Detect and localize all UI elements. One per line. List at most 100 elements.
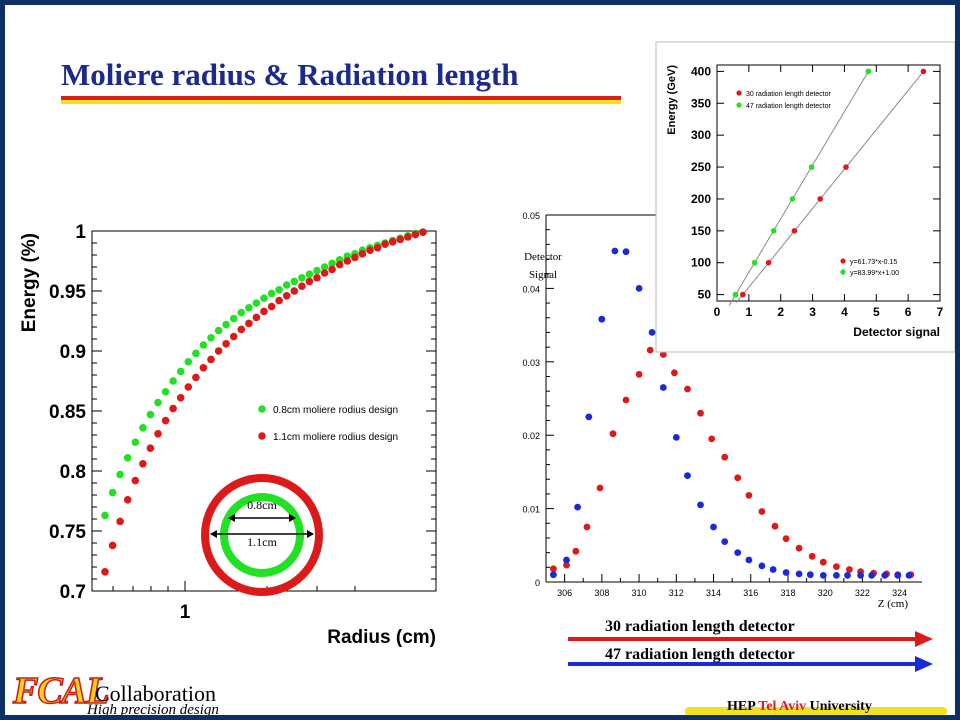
data-point-red <box>721 453 729 461</box>
data-point-blue <box>648 329 656 336</box>
data-point-red <box>214 347 223 355</box>
data-point-red <box>388 238 397 246</box>
data-point-green <box>146 410 155 419</box>
outer-label: 1.1cm <box>247 535 277 549</box>
data-point-red <box>358 250 367 258</box>
data-point-green <box>184 358 193 366</box>
data-point-blue <box>659 384 667 391</box>
data-point-green <box>267 289 276 298</box>
y-tick-label: 200 <box>691 192 711 206</box>
data-point-red <box>404 233 412 241</box>
x-tick-label: 312 <box>669 588 684 598</box>
data-point-red <box>819 558 827 566</box>
data-point-red <box>646 346 654 354</box>
data-point-green <box>245 304 253 312</box>
x-tick-label: 306 <box>557 588 572 598</box>
data-point-red <box>252 313 261 322</box>
data-point-red <box>740 291 746 298</box>
fit-legend-label-green: y=83.99*x+1.00 <box>850 270 899 277</box>
legend-arrow-30 <box>915 631 933 647</box>
data-point-red <box>659 351 667 358</box>
data-point-red <box>207 355 215 364</box>
data-point-red <box>154 430 162 438</box>
y-tick-label: 0 <box>535 578 540 588</box>
y-tick-label: 100 <box>691 256 711 270</box>
data-point-blue <box>550 571 557 579</box>
outer-circle-1.1cm <box>201 474 323 596</box>
data-point-green <box>298 274 306 282</box>
data-point-blue <box>563 556 570 564</box>
data-point-green <box>101 511 109 520</box>
univ-hep: HEP <box>727 699 756 714</box>
slide-canvas: Moliere radius & Radiation length 0.7 0.7… <box>5 5 955 715</box>
data-point-red <box>765 259 772 266</box>
data-point-green <box>192 349 200 358</box>
data-point-blue <box>905 572 913 579</box>
data-point-red <box>572 547 580 555</box>
data-point-red <box>771 522 779 530</box>
data-point-blue <box>585 413 593 421</box>
x-tick-label: 3 <box>809 305 816 319</box>
outer-arrow-right <box>307 530 314 538</box>
data-point-blue <box>868 572 876 579</box>
data-point-green <box>176 367 185 376</box>
inner-label: 0.8cm <box>247 498 277 512</box>
data-point-red <box>396 235 405 244</box>
collaboration-text: Collaboration <box>95 681 216 706</box>
data-point-green <box>169 377 177 385</box>
data-point-red <box>192 373 200 382</box>
data-point-red <box>161 416 170 425</box>
data-point-blue <box>806 571 814 579</box>
inner-arrow-right <box>289 514 296 522</box>
inner-circle-0.8cm <box>220 493 304 577</box>
data-point-green <box>313 266 321 275</box>
fit-legend-label-red: y=61.73*x-0.15 <box>850 259 897 266</box>
data-point-blue <box>684 472 691 479</box>
x-tick-label: 322 <box>855 588 870 598</box>
data-point-red <box>199 364 208 372</box>
data-point-green <box>789 196 796 202</box>
data-point-red <box>622 396 630 404</box>
data-point-red <box>343 257 352 265</box>
univ-rest: University <box>809 699 872 714</box>
data-point-green <box>305 270 314 279</box>
y-tick-label: 0.05 <box>522 211 540 221</box>
data-point-red <box>791 228 798 234</box>
data-point-red <box>139 460 147 468</box>
data-point-red <box>305 277 314 286</box>
x-tick-label: 324 <box>892 588 907 598</box>
x-axis-label: Z (cm) <box>878 598 909 610</box>
y-tick-label: 0.7 <box>60 582 86 603</box>
data-point-red <box>671 369 678 377</box>
data-point-green <box>123 454 132 462</box>
calibration-chart: 0 1 2 3 4 5 6 7 50 100 150 200 250 300 350 400 Detector … <box>655 41 955 353</box>
data-point-red <box>335 260 344 269</box>
y-tick-label: 0.8 <box>60 462 86 483</box>
data-point-red <box>758 508 766 515</box>
y-axis-label-line2: Signal <box>529 269 557 281</box>
data-point-red <box>267 302 276 311</box>
data-point-red <box>833 563 840 570</box>
data-point-red <box>146 444 155 453</box>
data-point-green <box>770 228 777 234</box>
data-point-green <box>320 263 329 271</box>
data-point-red <box>808 552 816 560</box>
y-axis-label: Energy (GeV) <box>666 65 678 135</box>
data-point-blue <box>635 285 643 292</box>
data-point-green <box>116 470 124 479</box>
data-point-blue <box>734 549 742 556</box>
x-tick-label: 6 <box>905 305 912 319</box>
y-axis-label-line1: Detector <box>524 251 562 263</box>
university-label: HEP Tel Aviv University <box>727 699 872 715</box>
data-point-red <box>260 307 268 316</box>
x-axis-label: Radius (cm) <box>327 627 436 648</box>
data-point-red <box>563 561 570 569</box>
data-point-red <box>411 230 420 239</box>
data-point-red <box>282 292 291 300</box>
y-tick-label: 0.03 <box>522 358 540 368</box>
data-point-blue <box>894 572 902 579</box>
x-tick-label: 318 <box>780 588 795 598</box>
legend-line-47 <box>568 662 918 666</box>
fit-legend-marker-red <box>840 258 846 264</box>
